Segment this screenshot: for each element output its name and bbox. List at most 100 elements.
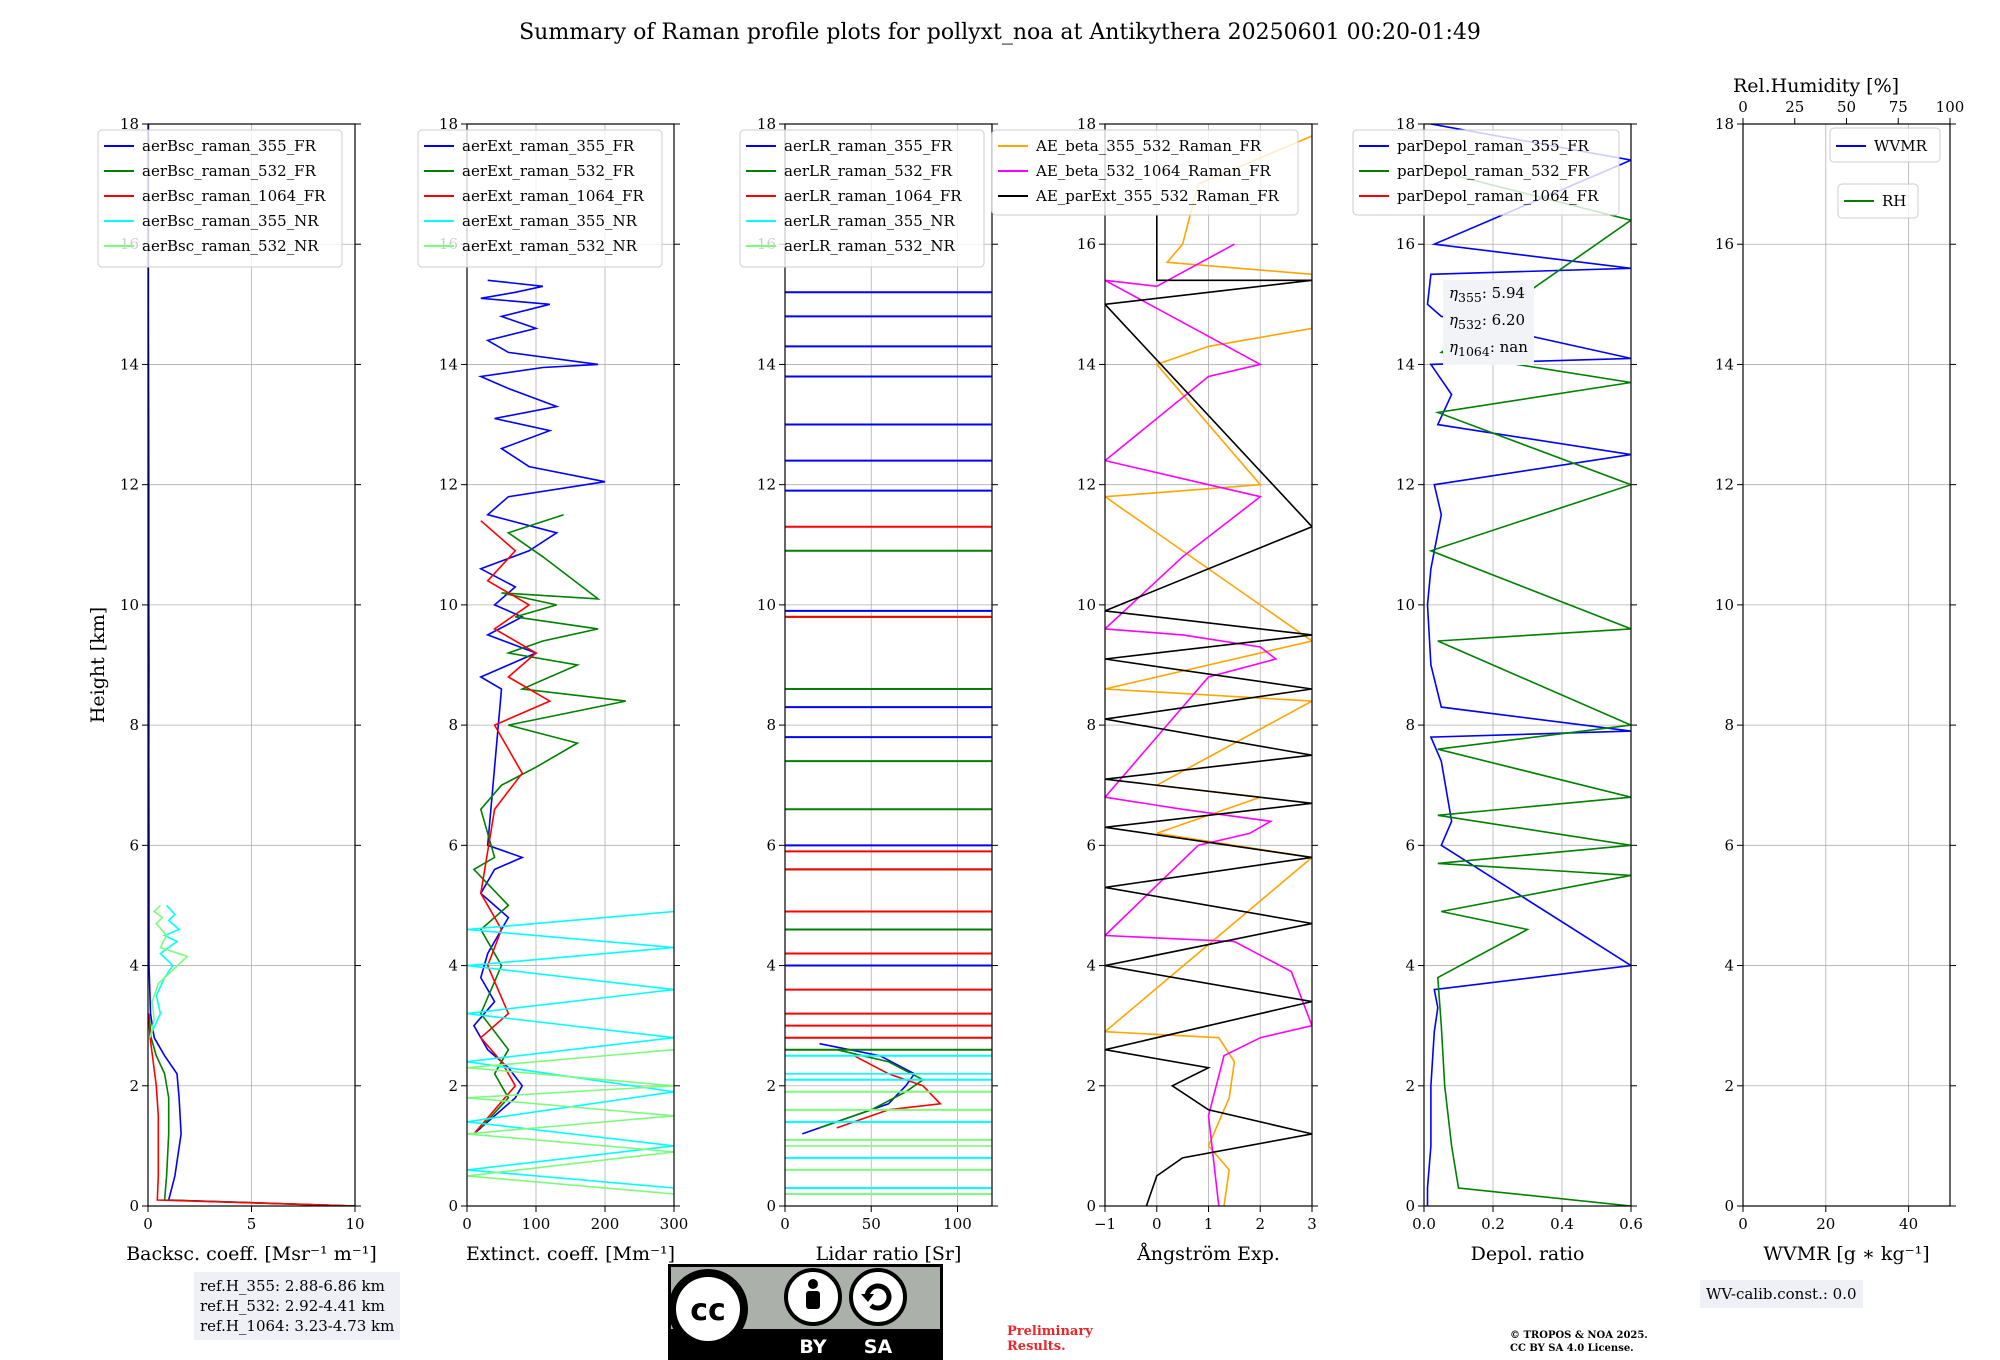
y-tick-label: 0 — [1086, 1197, 1096, 1215]
x-tick-label: 2 — [1255, 1215, 1265, 1233]
y-tick-label: 6 — [1405, 836, 1415, 854]
legend-entry: parDepol_raman_1064_FR — [1397, 187, 1599, 205]
ref-height-355: ref.H_355: 2.88-6.86 km — [200, 1277, 385, 1295]
series-line-aerExt_raman_532_FR — [472, 513, 626, 1129]
y-tick-label: 4 — [1724, 957, 1734, 975]
y-tick-label: 18 — [757, 115, 776, 133]
y-tick-label: 12 — [1396, 476, 1415, 494]
y-tick-label: 12 — [120, 476, 139, 494]
y-tick-label: 18 — [120, 115, 139, 133]
y-tick-label: 2 — [448, 1077, 458, 1095]
legend-box — [1829, 127, 1941, 163]
x-tick-label: 0 — [462, 1215, 472, 1233]
legend: aerBsc_raman_355_FR aerBsc_raman_532_FRae… — [97, 129, 343, 268]
y-tick-label: 12 — [1077, 476, 1096, 494]
legend-entry: aerLR_raman_355_NR — [784, 212, 955, 230]
y-tick-label: 16 — [1077, 235, 1096, 253]
y-tick-label: 14 — [1077, 355, 1096, 373]
eta-box: η355: 5.94 η532: 6.20 η1064: nan — [1443, 280, 1534, 365]
legend-entry: aerExt_raman_355_NR — [462, 212, 638, 230]
wv-calib-text: WV-calib.const.: 0.0 — [1706, 1285, 1857, 1303]
preliminary-note: Preliminary Results. — [1007, 1324, 1093, 1354]
x-tick-label: 0.0 — [1412, 1215, 1436, 1233]
legend-entry: aerBsc_raman_355_NR — [142, 212, 319, 230]
panel-backscatter: 0510024681012141618Backsc. coeff. [Msr⁻¹… — [97, 115, 377, 1265]
legend-entry: aerBsc_raman_532_NR — [142, 237, 319, 255]
x-tick-label: −1 — [1094, 1215, 1116, 1233]
series-line-AE_beta_532_1064_Raman_FR — [1105, 243, 1312, 1206]
legend: aerLR_raman_355_FR aerLR_raman_532_FR aerL… — [739, 129, 985, 268]
legend-box — [1352, 129, 1620, 216]
series-line-aerBsc_raman_532_NR — [149, 904, 189, 1038]
by-label: BY — [799, 1336, 826, 1358]
x-axis-label: Ångström Exp. — [1136, 1243, 1280, 1265]
legend-entry: aerLR_raman_532_FR — [784, 162, 953, 180]
y-tick-label: 0 — [448, 1197, 458, 1215]
x-axis-label: Lidar ratio [Sr] — [816, 1243, 962, 1265]
legend-entry: aerBsc_raman_355_FR — [142, 137, 317, 155]
x-tick-label: 0 — [1152, 1215, 1162, 1233]
legend-entry: aerLR_raman_532_NR — [784, 237, 955, 255]
y-tick-label: 10 — [757, 596, 776, 614]
y-tick-label: 16 — [1715, 235, 1734, 253]
legend-box — [97, 129, 343, 268]
x-tick-label: 100 — [522, 1215, 551, 1233]
legend-box — [991, 129, 1299, 216]
legend-entry: WVMR — [1874, 137, 1928, 155]
series-line-aerBsc_raman_1064_FR — [148, 1013, 355, 1206]
x-tick-label: 40 — [1899, 1215, 1918, 1233]
y-tick-label: 8 — [766, 716, 776, 734]
y-tick-label: 4 — [766, 957, 776, 975]
series-line-aerExt_raman_355_NR — [467, 910, 674, 1189]
y-tick-label: 4 — [1086, 957, 1096, 975]
axes-frame — [466, 123, 675, 1207]
x-axis-label: Depol. ratio — [1471, 1243, 1585, 1265]
ref-height-1064: ref.H_1064: 3.23-4.73 km — [200, 1317, 395, 1335]
y-tick-label: 10 — [120, 596, 139, 614]
y-tick-label: 2 — [1086, 1077, 1096, 1095]
legend-entry: AE_beta_355_532_Raman_FR — [1035, 137, 1262, 155]
cc-by-sa-logo[interactable]: cc BY SA — [668, 1264, 943, 1360]
y-tick-label: 8 — [448, 716, 458, 734]
reference-height-box: ref.H_355: 2.88-6.86 km ref.H_532: 2.92-… — [194, 1272, 401, 1340]
sa-label: SA — [864, 1336, 893, 1358]
x-axis-label: Backsc. coeff. [Msr⁻¹ m⁻¹] — [126, 1243, 377, 1265]
plot-area — [1105, 135, 1312, 1206]
series-line-aerBsc_raman_532_FR — [148, 1013, 355, 1206]
legend-entry: aerExt_raman_532_FR — [462, 162, 635, 180]
panel-depolarization: 0.0 0.2 0.4 0.6 0 2 4 6 8 10 12 14 16 18 Depol. ratio p… — [1352, 115, 1643, 1265]
legend: WVMR RH — [1829, 127, 1941, 219]
eta-1064-sub: 1064 — [1458, 344, 1490, 359]
panel-lidar-ratio: 050100024681012141618Lidar ratio [Sr]aer… — [739, 115, 998, 1265]
copyright-note: © TROPOS & NOA 2025. CC BY SA 4.0 Licens… — [1510, 1330, 1648, 1354]
top-x-tick-label: 75 — [1889, 98, 1908, 116]
eta-532-sub: 532 — [1458, 317, 1482, 332]
y-tick-label: 4 — [448, 957, 458, 975]
plot-area — [467, 279, 674, 1195]
legend-entry: aerExt_raman_532_NR — [462, 237, 638, 255]
y-tick-label: 2 — [766, 1077, 776, 1095]
y-tick-label: 8 — [129, 716, 139, 734]
x-tick-label: 0.2 — [1481, 1215, 1505, 1233]
y-tick-label: 2 — [1405, 1077, 1415, 1095]
y-tick-label: 18 — [1396, 115, 1415, 133]
legend: AE_beta_355_532_Raman_FR AE_beta_532_1064… — [991, 129, 1299, 216]
y-tick-label: 18 — [1715, 115, 1734, 133]
y-tick-label: 6 — [1724, 836, 1734, 854]
y-tick-label: 0 — [1724, 1197, 1734, 1215]
y-tick-label: 18 — [439, 115, 458, 133]
x-axis-label: Extinct. coeff. [Mm⁻¹] — [466, 1243, 675, 1265]
legend-entry: aerLR_raman_355_FR — [784, 137, 953, 155]
y-tick-label: 6 — [766, 836, 776, 854]
y-tick-label: 10 — [439, 596, 458, 614]
y-tick-label: 12 — [439, 476, 458, 494]
legend-entry: AE_beta_532_1064_Raman_FR — [1035, 162, 1271, 180]
x-tick-label: 200 — [591, 1215, 620, 1233]
y-tick-label: 14 — [439, 355, 458, 373]
axes-frame — [1742, 123, 1951, 1207]
y-tick-label: 4 — [1405, 957, 1415, 975]
x-tick-label: 0 — [1738, 1215, 1748, 1233]
legend-box — [1837, 183, 1919, 219]
ref-height-532: ref.H_532: 2.92-4.41 km — [200, 1297, 385, 1315]
